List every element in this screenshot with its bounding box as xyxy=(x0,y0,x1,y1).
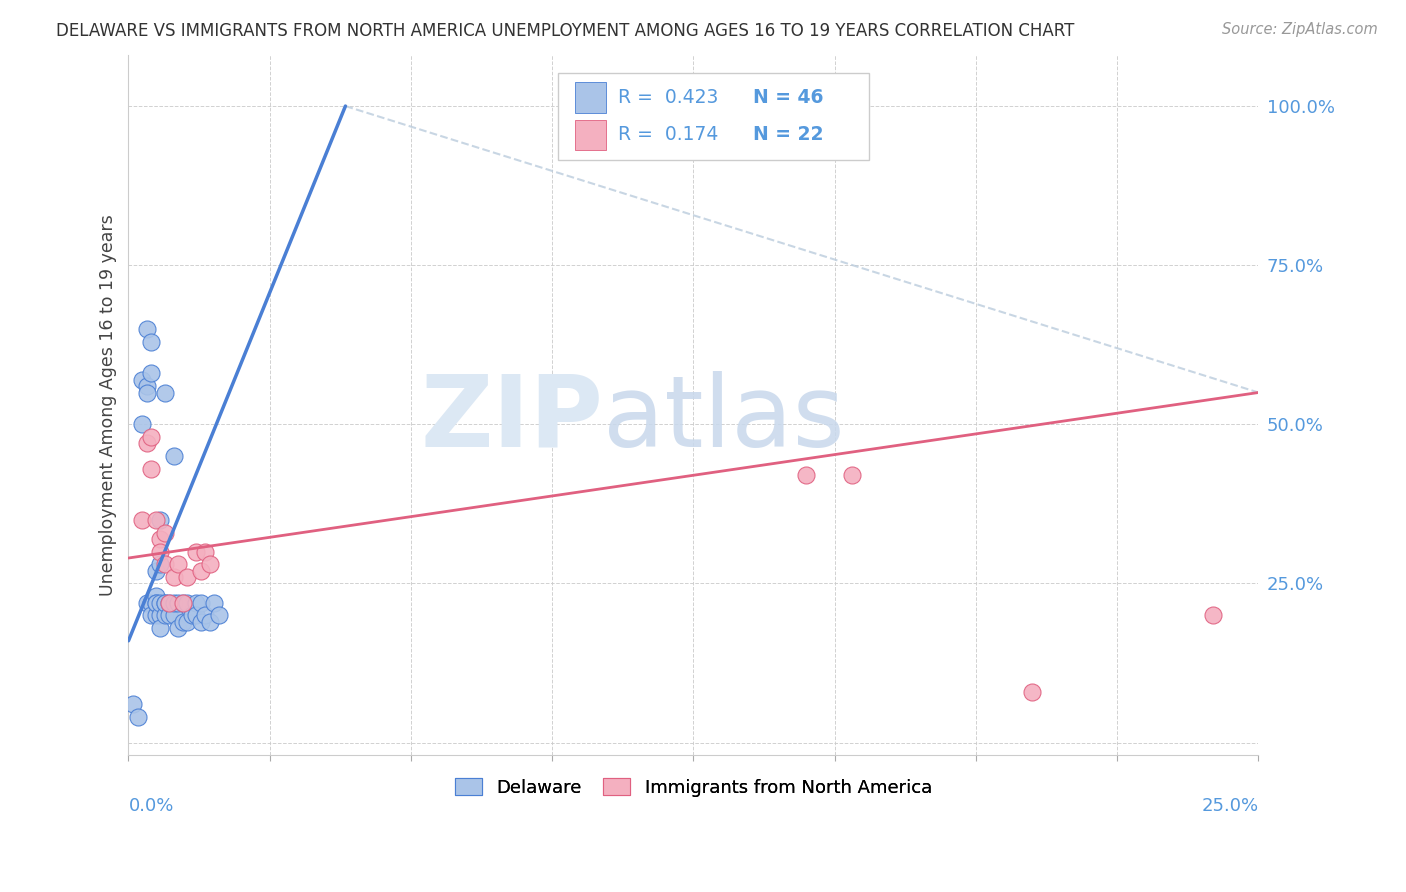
Point xyxy=(176,596,198,610)
Point xyxy=(139,367,162,381)
Point xyxy=(198,558,221,572)
Point xyxy=(167,558,190,572)
Point xyxy=(139,430,162,444)
Point xyxy=(186,608,208,623)
Point xyxy=(139,462,162,476)
Text: R =  0.423: R = 0.423 xyxy=(617,88,718,107)
Point xyxy=(208,608,231,623)
Point xyxy=(176,615,198,629)
Point xyxy=(157,608,180,623)
Point xyxy=(198,615,221,629)
Point xyxy=(149,621,172,635)
Point xyxy=(1021,684,1043,698)
Point xyxy=(163,608,186,623)
Point xyxy=(135,436,157,450)
Point xyxy=(139,608,162,623)
Text: atlas: atlas xyxy=(603,371,845,467)
FancyBboxPatch shape xyxy=(558,72,869,161)
Text: 25.0%: 25.0% xyxy=(1201,797,1258,815)
Point xyxy=(172,615,194,629)
Point xyxy=(153,558,176,572)
Text: 0.0%: 0.0% xyxy=(128,797,174,815)
Point xyxy=(139,334,162,349)
Point xyxy=(127,710,149,724)
Point xyxy=(190,615,212,629)
Text: DELAWARE VS IMMIGRANTS FROM NORTH AMERICA UNEMPLOYMENT AMONG AGES 16 TO 19 YEARS: DELAWARE VS IMMIGRANTS FROM NORTH AMERIC… xyxy=(56,22,1074,40)
Point xyxy=(167,596,190,610)
Text: R =  0.174: R = 0.174 xyxy=(617,126,718,145)
Point xyxy=(186,544,208,558)
Point xyxy=(186,596,208,610)
Point xyxy=(190,596,212,610)
Point xyxy=(145,513,167,527)
Text: ZIP: ZIP xyxy=(420,371,603,467)
Point xyxy=(153,596,176,610)
Point xyxy=(149,608,172,623)
Point xyxy=(172,596,194,610)
Point xyxy=(145,564,167,578)
Text: Source: ZipAtlas.com: Source: ZipAtlas.com xyxy=(1222,22,1378,37)
FancyBboxPatch shape xyxy=(575,82,606,113)
Point xyxy=(149,513,172,527)
Point xyxy=(131,417,153,432)
Point xyxy=(149,532,172,546)
Point xyxy=(194,608,217,623)
Y-axis label: Unemployment Among Ages 16 to 19 years: Unemployment Among Ages 16 to 19 years xyxy=(100,214,117,596)
Point xyxy=(153,525,176,540)
Point xyxy=(153,596,176,610)
Point xyxy=(135,322,157,336)
Point xyxy=(131,373,153,387)
FancyBboxPatch shape xyxy=(575,120,606,151)
Point xyxy=(194,544,217,558)
Point xyxy=(176,570,198,584)
Point xyxy=(122,698,145,712)
Point xyxy=(190,564,212,578)
Point xyxy=(135,385,157,400)
Point xyxy=(149,544,172,558)
Point xyxy=(145,589,167,603)
Point xyxy=(157,596,180,610)
Point xyxy=(153,608,176,623)
Point xyxy=(153,385,176,400)
Text: N = 46: N = 46 xyxy=(754,88,824,107)
Point xyxy=(145,596,167,610)
Point xyxy=(163,570,186,584)
Point xyxy=(172,596,194,610)
Point xyxy=(139,596,162,610)
Point xyxy=(131,513,153,527)
Point xyxy=(163,449,186,463)
Legend: Delaware, Immigrants from North America: Delaware, Immigrants from North America xyxy=(446,769,941,805)
Point xyxy=(1202,608,1225,623)
Point xyxy=(145,596,167,610)
Point xyxy=(167,621,190,635)
Point xyxy=(135,596,157,610)
Point xyxy=(149,558,172,572)
Point xyxy=(157,596,180,610)
Point xyxy=(202,596,225,610)
Point xyxy=(149,596,172,610)
Point xyxy=(145,608,167,623)
Point xyxy=(796,468,818,483)
Point xyxy=(180,608,202,623)
Point xyxy=(163,596,186,610)
Point xyxy=(135,379,157,393)
Text: N = 22: N = 22 xyxy=(754,126,824,145)
Point xyxy=(841,468,863,483)
